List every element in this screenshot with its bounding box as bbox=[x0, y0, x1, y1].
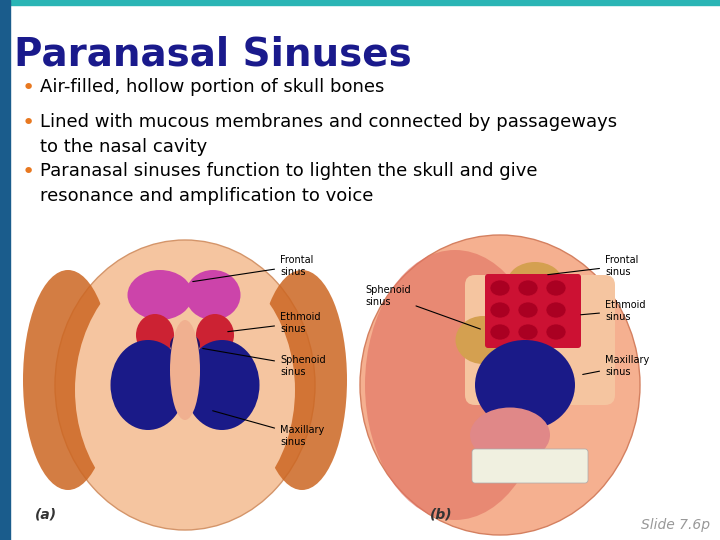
Ellipse shape bbox=[75, 255, 295, 525]
Ellipse shape bbox=[490, 302, 510, 318]
Text: •: • bbox=[22, 78, 35, 98]
Ellipse shape bbox=[546, 324, 566, 340]
Ellipse shape bbox=[475, 340, 575, 430]
Text: Air-filled, hollow portion of skull bones: Air-filled, hollow portion of skull bone… bbox=[40, 78, 384, 96]
Ellipse shape bbox=[518, 324, 538, 340]
Ellipse shape bbox=[186, 270, 240, 320]
Text: Ethmoid
sinus: Ethmoid sinus bbox=[581, 300, 646, 322]
Ellipse shape bbox=[518, 302, 538, 318]
Ellipse shape bbox=[508, 262, 562, 302]
Ellipse shape bbox=[196, 314, 234, 356]
Text: (a): (a) bbox=[35, 508, 57, 522]
Ellipse shape bbox=[365, 250, 545, 520]
Ellipse shape bbox=[546, 302, 566, 318]
Ellipse shape bbox=[456, 316, 510, 364]
Text: Sphenoid
sinus: Sphenoid sinus bbox=[365, 285, 480, 329]
Ellipse shape bbox=[170, 333, 200, 357]
Ellipse shape bbox=[490, 280, 510, 296]
Ellipse shape bbox=[490, 324, 510, 340]
Ellipse shape bbox=[170, 320, 200, 420]
Text: Paranasal sinuses function to lighten the skull and give
resonance and amplifica: Paranasal sinuses function to lighten th… bbox=[40, 162, 538, 205]
Ellipse shape bbox=[184, 340, 259, 430]
Ellipse shape bbox=[55, 240, 315, 530]
Ellipse shape bbox=[470, 408, 550, 462]
Ellipse shape bbox=[127, 270, 192, 320]
Text: Slide 7.6p: Slide 7.6p bbox=[641, 518, 710, 532]
Ellipse shape bbox=[257, 270, 347, 490]
Ellipse shape bbox=[518, 280, 538, 296]
Text: Paranasal Sinuses: Paranasal Sinuses bbox=[14, 35, 412, 73]
Text: (b): (b) bbox=[430, 508, 453, 522]
Ellipse shape bbox=[23, 270, 113, 490]
Ellipse shape bbox=[110, 340, 186, 430]
Text: •: • bbox=[22, 162, 35, 182]
Text: Frontal
sinus: Frontal sinus bbox=[548, 255, 639, 276]
Text: Maxillary
sinus: Maxillary sinus bbox=[212, 411, 324, 447]
FancyBboxPatch shape bbox=[465, 275, 615, 405]
Text: Lined with mucous membranes and connected by passageways
to the nasal cavity: Lined with mucous membranes and connecte… bbox=[40, 113, 617, 156]
FancyBboxPatch shape bbox=[472, 449, 588, 483]
Text: Maxillary
sinus: Maxillary sinus bbox=[582, 355, 649, 376]
Text: Sphenoid
sinus: Sphenoid sinus bbox=[203, 348, 325, 376]
Ellipse shape bbox=[360, 235, 640, 535]
Text: •: • bbox=[22, 113, 35, 133]
Text: Frontal
sinus: Frontal sinus bbox=[193, 255, 313, 281]
Text: Ethmoid
sinus: Ethmoid sinus bbox=[228, 312, 320, 334]
Ellipse shape bbox=[136, 314, 174, 356]
FancyBboxPatch shape bbox=[485, 274, 581, 348]
Ellipse shape bbox=[546, 280, 566, 296]
